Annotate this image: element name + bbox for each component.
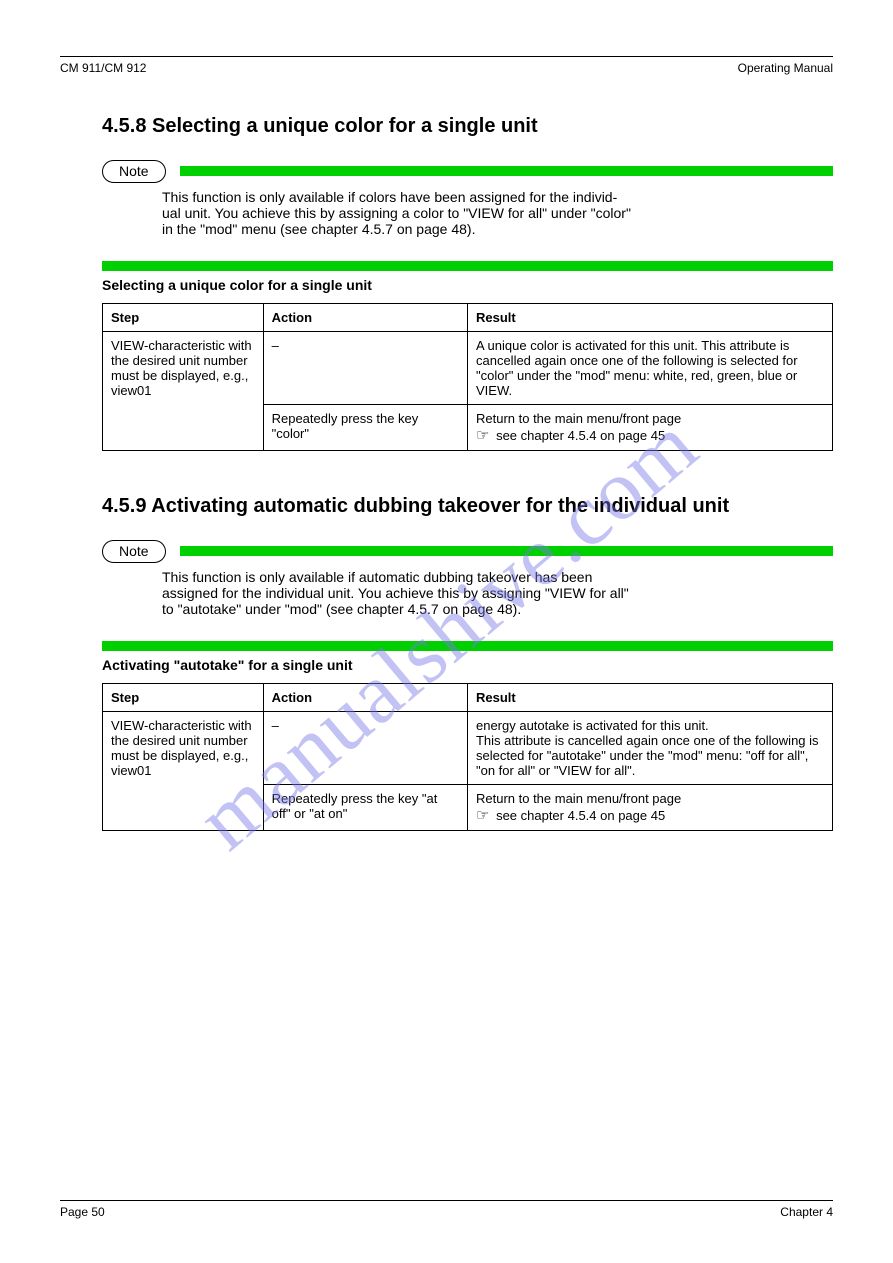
table-row: VIEW-characteristic with the desired uni… xyxy=(103,711,833,784)
table-title-1: Selecting a unique color for a single un… xyxy=(102,277,833,293)
col-header-action: Action xyxy=(263,683,467,711)
cell-action: – xyxy=(263,331,467,404)
note-pill-1: Note xyxy=(102,160,166,183)
table-1: Step Action Result VIEW-characteristic w… xyxy=(102,303,833,451)
cell-step: VIEW-characteristic with the desired uni… xyxy=(103,711,264,830)
pointer-icon: ☞ xyxy=(476,427,489,444)
header-right: Operating Manual xyxy=(738,61,833,75)
col-header-action: Action xyxy=(263,303,467,331)
page-footer: Page 50 Chapter 4 xyxy=(60,1200,833,1219)
green-bar-2 xyxy=(180,546,833,556)
cell-result: Return to the main menu/front page ☞ see… xyxy=(467,404,832,450)
cell-step: VIEW-characteristic with the desired uni… xyxy=(103,331,264,450)
col-header-result: Result xyxy=(467,303,832,331)
cell-action: Repeatedly press the key "at off" or "at… xyxy=(263,784,467,830)
cell-result-line2: see chapter 4.5.4 on page 45 xyxy=(496,428,665,443)
footer-left: Page 50 xyxy=(60,1205,105,1219)
cell-result-line2: see chapter 4.5.4 on page 45 xyxy=(496,808,665,823)
section-2-title: 4.5.9 Activating automatic dubbing takeo… xyxy=(102,495,833,518)
section-1: 4.5.8 Selecting a unique color for a sin… xyxy=(60,115,833,451)
table-row: VIEW-characteristic with the desired uni… xyxy=(103,331,833,404)
cell-action: Repeatedly press the key "color" xyxy=(263,404,467,450)
page-header: CM 911/CM 912 Operating Manual xyxy=(60,61,833,75)
cell-result-line1: Return to the main menu/front page xyxy=(476,791,681,806)
col-header-result: Result xyxy=(467,683,832,711)
note-row-1: Note xyxy=(102,160,833,183)
cell-action: – xyxy=(263,711,467,784)
cell-result: energy autotake is activated for this un… xyxy=(467,711,832,784)
table-header-row: Step Action Result xyxy=(103,303,833,331)
note-text-1: This function is only available if color… xyxy=(162,189,833,237)
table-title-bar-2 xyxy=(102,641,833,651)
col-header-step: Step xyxy=(103,683,264,711)
note-text-2: This function is only available if autom… xyxy=(162,569,833,617)
section-1-title: 4.5.8 Selecting a unique color for a sin… xyxy=(102,115,833,138)
pointer-icon: ☞ xyxy=(476,807,489,824)
table-2: Step Action Result VIEW-characteristic w… xyxy=(102,683,833,831)
table-title-bar-1 xyxy=(102,261,833,271)
footer-right: Chapter 4 xyxy=(780,1205,833,1219)
col-header-step: Step xyxy=(103,303,264,331)
cell-result-line1: Return to the main menu/front page xyxy=(476,411,681,426)
page-container: CM 911/CM 912 Operating Manual 4.5.8 Sel… xyxy=(0,0,893,1263)
cell-result: Return to the main menu/front page ☞ see… xyxy=(467,784,832,830)
section-2: 4.5.9 Activating automatic dubbing takeo… xyxy=(60,495,833,831)
footer-rule xyxy=(60,1200,833,1201)
cell-result: A unique color is activated for this uni… xyxy=(467,331,832,404)
header-left: CM 911/CM 912 xyxy=(60,61,146,75)
table-title-2: Activating "autotake" for a single unit xyxy=(102,657,833,673)
note-row-2: Note xyxy=(102,540,833,563)
footer-row: Page 50 Chapter 4 xyxy=(60,1205,833,1219)
note-pill-2: Note xyxy=(102,540,166,563)
green-bar-1 xyxy=(180,166,833,176)
table-header-row: Step Action Result xyxy=(103,683,833,711)
header-rule xyxy=(60,56,833,57)
